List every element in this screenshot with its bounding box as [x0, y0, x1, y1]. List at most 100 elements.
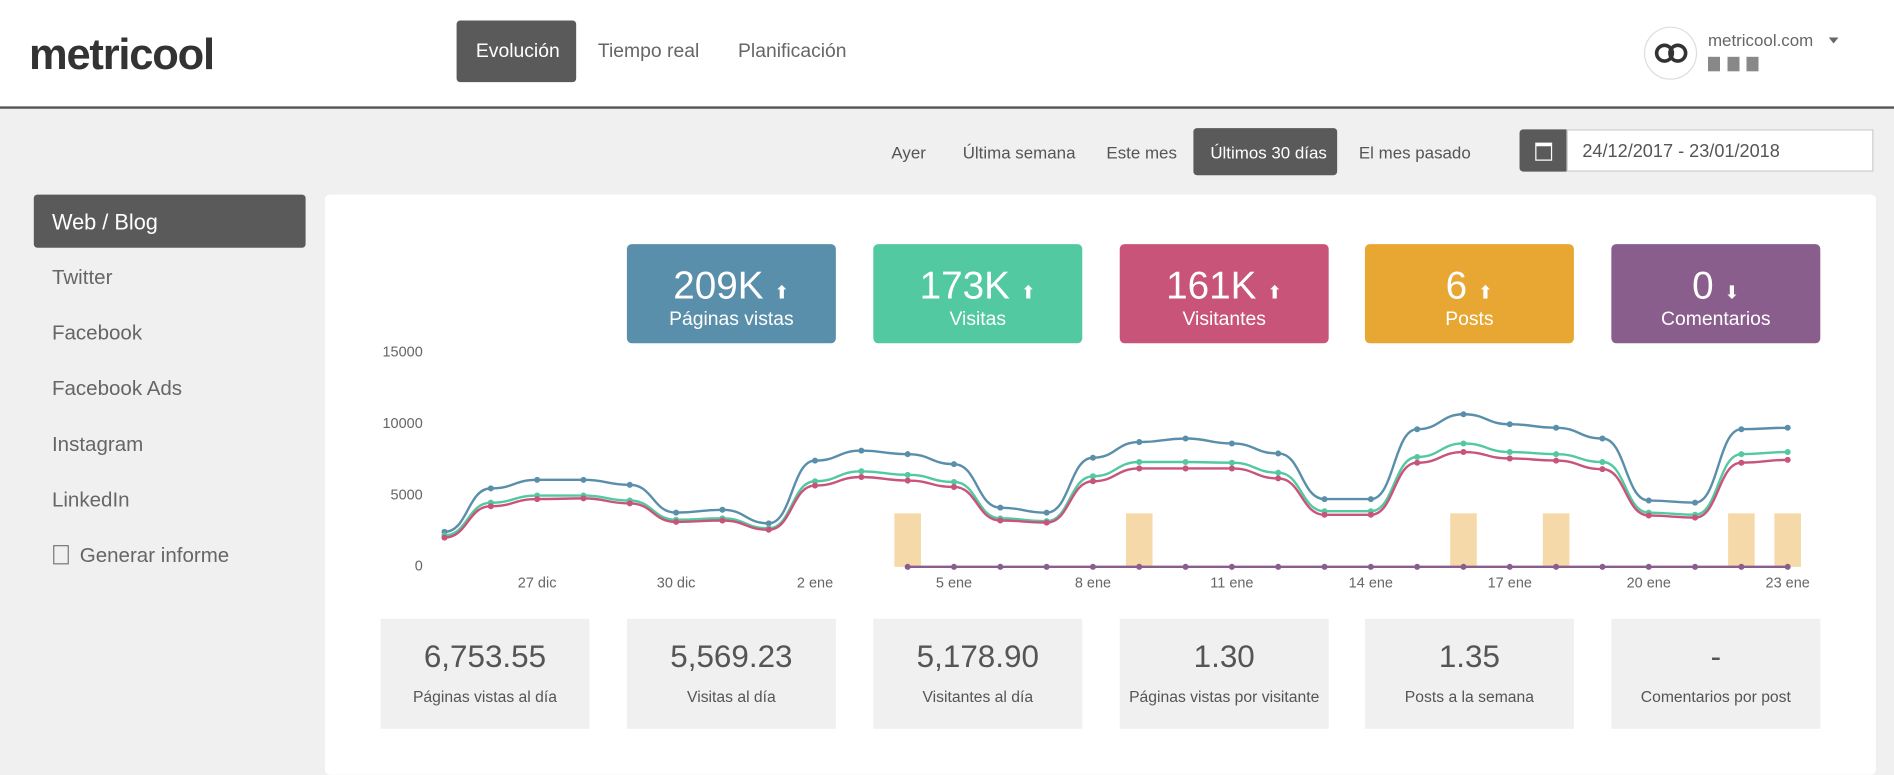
- stat-card: 5,569.23 Visitas al día: [626, 618, 836, 729]
- sidebar-item[interactable]: Web / Blog: [51, 210, 158, 235]
- point: [1321, 511, 1328, 518]
- kpi-label: Visitantes: [1182, 309, 1266, 330]
- point: [904, 563, 911, 570]
- line: [444, 413, 1788, 534]
- point: [812, 482, 819, 489]
- kpi-label: Páginas vistas: [669, 309, 794, 330]
- point: [673, 518, 680, 525]
- point: [1738, 459, 1745, 466]
- sidebar-item[interactable]: Facebook: [51, 321, 143, 345]
- logo[interactable]: metricool: [28, 29, 215, 79]
- point: [858, 447, 865, 454]
- point: [1182, 465, 1189, 472]
- account-name[interactable]: metricool.com: [1707, 30, 1814, 50]
- date-filter[interactable]: Última semana: [962, 142, 1076, 162]
- point: [904, 451, 911, 458]
- point: [1553, 457, 1560, 464]
- point: [858, 473, 865, 481]
- arrow-up: ⬆: [774, 282, 790, 304]
- point: [1506, 449, 1513, 456]
- point: [1784, 563, 1791, 570]
- point: [626, 481, 633, 488]
- date-input[interactable]: [1566, 129, 1874, 172]
- sidebar-item[interactable]: Generar informe: [79, 543, 230, 567]
- point: [1043, 509, 1050, 516]
- stat-value: 1.30: [1193, 638, 1255, 675]
- x-tick-label: 20 ene: [1627, 576, 1671, 592]
- point: [1553, 451, 1560, 458]
- point: [904, 471, 911, 478]
- point: [1553, 563, 1560, 570]
- stat-label: Visitantes al día: [922, 687, 1034, 706]
- point: [1784, 456, 1791, 463]
- stat-value: 1.35: [1438, 638, 1500, 675]
- kpi-card: 173K ⬆ Visitas: [873, 244, 1083, 344]
- point: [1506, 455, 1513, 462]
- sidebar-item[interactable]: Facebook Ads: [51, 377, 183, 401]
- point: [997, 563, 1004, 570]
- y-tick-label: 15000: [382, 345, 422, 361]
- point: [1784, 449, 1791, 456]
- avatar-icon: [1668, 43, 1688, 63]
- kpi-value-text: 0: [1692, 263, 1714, 307]
- date-filter[interactable]: El mes pasado: [1358, 142, 1471, 162]
- kpi-value: 6 ⬆: [1365, 263, 1574, 308]
- point: [719, 517, 726, 524]
- line: [444, 442, 1788, 537]
- caret: [1828, 37, 1839, 48]
- point: [1692, 499, 1699, 506]
- point: [626, 500, 633, 507]
- point: [1599, 458, 1606, 466]
- point: [1414, 426, 1421, 433]
- point: [997, 504, 1004, 511]
- point: [673, 509, 680, 516]
- bar: [1125, 513, 1153, 567]
- point: [1738, 563, 1745, 570]
- point: [441, 534, 448, 541]
- point: [1275, 469, 1282, 476]
- point: [1645, 563, 1652, 570]
- stat-label: Comentarios por post: [1640, 687, 1791, 706]
- sidebar-item[interactable]: Instagram: [51, 432, 144, 456]
- point: [1136, 458, 1143, 466]
- calendar-icon: [1535, 142, 1553, 161]
- calendar-button[interactable]: [1519, 129, 1567, 172]
- nav-item[interactable]: Planificación: [738, 41, 847, 62]
- point: [1043, 563, 1050, 570]
- stat-value: 6,753.55: [423, 638, 547, 675]
- point: [1414, 459, 1421, 466]
- point: [1182, 435, 1189, 442]
- nav-active: [456, 20, 577, 83]
- kpi-card: 6 ⬆ Posts: [1364, 244, 1574, 344]
- date-filter[interactable]: Ayer: [891, 142, 926, 162]
- point: [1089, 454, 1096, 461]
- point: [1367, 496, 1374, 503]
- stat-label: Posts a la semana: [1404, 687, 1534, 706]
- point: [1738, 451, 1745, 458]
- stat-label: Visitas al día: [687, 687, 776, 706]
- point: [812, 457, 819, 464]
- point: [950, 461, 958, 468]
- point: [719, 506, 726, 513]
- arrow-up: ⬆: [1477, 282, 1494, 304]
- social-icons: [1707, 56, 1764, 72]
- sidebar-item[interactable]: Twitter: [51, 265, 113, 289]
- point: [1182, 458, 1189, 466]
- date-filter[interactable]: Este mes: [1106, 142, 1177, 162]
- stat-value: 5,569.23: [670, 638, 793, 675]
- kpi-label: Posts: [1445, 309, 1494, 330]
- point: [1553, 424, 1560, 431]
- point: [858, 468, 865, 475]
- nav-item[interactable]: Tiempo real: [597, 41, 700, 62]
- x-tick-label: 8 ene: [1075, 576, 1111, 592]
- point: [1460, 440, 1467, 447]
- point: [1692, 514, 1699, 521]
- stat-card: 1.35 Posts a la semana: [1364, 618, 1574, 729]
- date-filter[interactable]: Últimos 30 días: [1210, 142, 1327, 162]
- sidebar-item[interactable]: LinkedIn: [51, 488, 130, 512]
- stat-card: - Comentarios por post: [1611, 618, 1821, 729]
- y-tick-label: 5000: [391, 487, 423, 503]
- nav-item[interactable]: Evolución: [475, 41, 560, 62]
- point: [1275, 475, 1282, 482]
- bar: [1542, 513, 1570, 567]
